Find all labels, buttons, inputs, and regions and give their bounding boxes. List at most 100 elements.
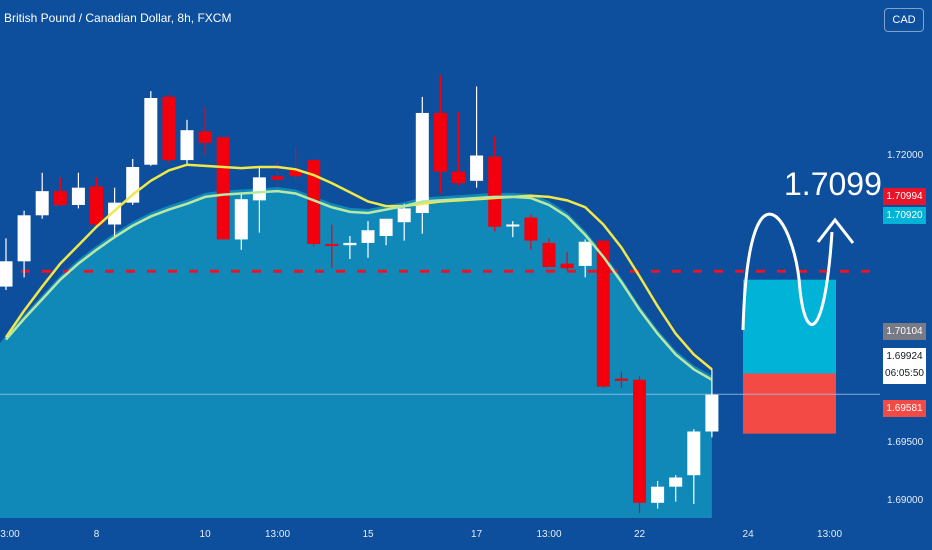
y-tick-label: 1.69000: [887, 494, 924, 506]
candle: [488, 135, 502, 232]
last-price-box: 1.69924 06:05:50: [883, 348, 926, 384]
candle-body: [90, 186, 103, 225]
candle-body: [687, 431, 701, 476]
stop-price-label: 1.69581: [883, 400, 926, 417]
candle-body: [162, 96, 176, 161]
candle-body: [633, 379, 646, 503]
x-tick-label: 10: [199, 529, 211, 540]
candle: [90, 177, 103, 228]
candle: [397, 203, 411, 241]
x-tick-label: 13:00: [264, 529, 291, 540]
last-price-label: 1.69924: [886, 351, 923, 362]
candle-body: [53, 191, 67, 205]
candle-body: [452, 171, 465, 184]
candle-body: [596, 240, 610, 387]
chart-title: British Pound / Canadian Dollar, 8h, FXC…: [4, 11, 232, 25]
candle-body: [198, 131, 212, 143]
candle: [343, 236, 357, 259]
level-price-label: 1.70994: [883, 188, 926, 205]
candle: [705, 369, 719, 438]
green-ma-line: [5, 189, 713, 381]
candle-body: [252, 177, 266, 201]
stop-loss-zone: [743, 373, 836, 434]
y-tick-label: 1.72000: [887, 149, 924, 161]
candle-body: [180, 130, 194, 161]
ma-price-label: 1.70104: [883, 323, 926, 340]
moving-averages: [4, 163, 713, 381]
candle: [415, 96, 429, 234]
x-tick-label: 24: [742, 529, 754, 540]
x-axis-band: [0, 518, 880, 550]
candle-body: [216, 137, 230, 240]
candle-body: [524, 217, 538, 241]
candle-body: [669, 477, 683, 487]
candle: [651, 480, 665, 509]
take-profit-price-label: 1.70920: [883, 207, 926, 224]
candle-body: [415, 112, 429, 213]
candle: [633, 376, 646, 514]
candle: [596, 240, 610, 388]
x-tick-label: 15: [362, 529, 374, 540]
candle: [71, 172, 85, 209]
candle: [53, 177, 67, 207]
candle: [524, 214, 538, 250]
candle-body: [379, 218, 393, 236]
candle: [162, 94, 176, 163]
x-tick-label: 17: [471, 529, 483, 540]
target-value-annotation: 1.7099: [784, 166, 882, 202]
candle: [325, 224, 339, 269]
candle-body: [325, 244, 339, 247]
candle: [180, 119, 194, 164]
candles: [0, 75, 719, 514]
x-tick-label: 8: [93, 529, 100, 540]
candle-body: [271, 176, 284, 180]
candle: [361, 221, 375, 258]
candle-body: [343, 242, 357, 246]
candle-body: [578, 241, 592, 266]
candle: [687, 429, 701, 504]
candle-body: [35, 191, 49, 216]
candle: [433, 75, 447, 194]
yellow-ma-line: [4, 163, 713, 371]
projection-arrow-head: [816, 217, 855, 244]
candle: [506, 221, 520, 238]
candle: [144, 91, 158, 166]
candle-body: [144, 98, 158, 165]
currency-button[interactable]: CAD: [884, 8, 924, 32]
candle: [669, 475, 683, 502]
candle: [452, 111, 465, 186]
candle: [216, 137, 230, 240]
candle: [542, 238, 556, 268]
candle-body: [488, 156, 502, 227]
y-tick-label: 1.69500: [887, 437, 924, 448]
candle-body: [0, 261, 13, 287]
candle-body: [433, 112, 447, 172]
countdown-label: 06:05:50: [885, 368, 924, 379]
candle: [271, 161, 284, 187]
candle: [126, 158, 140, 205]
position-zones: [743, 279, 836, 434]
projection-curve: [741, 212, 834, 331]
candle: [560, 252, 574, 271]
candle-body: [126, 167, 140, 203]
take-profit-zone: [743, 279, 836, 374]
x-tick-label: 22: [633, 529, 646, 540]
candle: [0, 238, 13, 291]
candle: [470, 86, 484, 188]
candle-body: [705, 394, 719, 432]
candle-body: [470, 155, 484, 181]
candle-body: [542, 242, 556, 268]
x-tick-label: 3:00: [0, 529, 20, 540]
candle-body: [289, 169, 303, 177]
x-tick-label: 13:00: [536, 529, 562, 540]
candle: [379, 218, 393, 246]
candle-body: [560, 263, 574, 269]
candle: [35, 172, 49, 219]
candle: [252, 167, 266, 233]
projection: [741, 212, 855, 331]
candle-body: [651, 486, 665, 503]
candle: [198, 107, 212, 156]
candle: [17, 210, 31, 278]
